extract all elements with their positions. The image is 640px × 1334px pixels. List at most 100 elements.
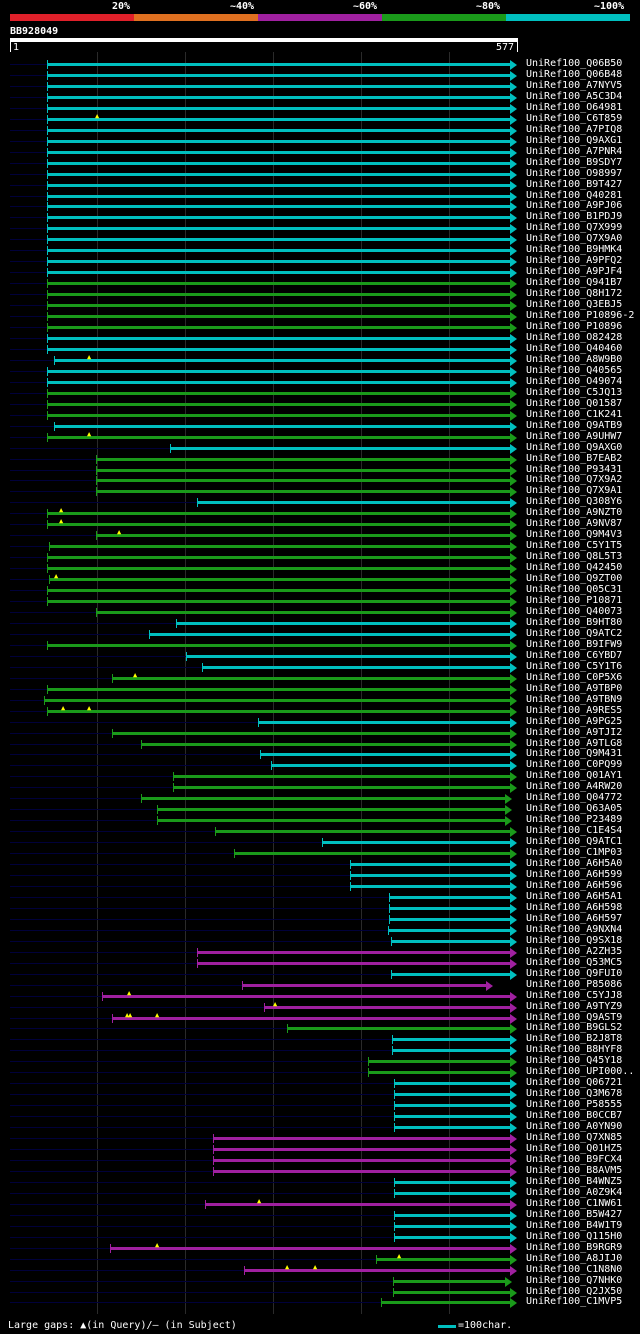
alignment-bar[interactable] [264, 1005, 510, 1009]
alignment-bar[interactable] [96, 457, 510, 461]
alignment-bar[interactable] [242, 983, 486, 987]
hit-row[interactable]: UniRef100_A9PJF4 [0, 266, 640, 279]
hit-row[interactable]: UniRef100_A6H5A0 [0, 858, 640, 871]
hit-label[interactable]: UniRef100_Q3M678 [526, 1088, 623, 1100]
hit-row[interactable]: UniRef100_C1MVP5 [0, 1296, 640, 1309]
hit-label[interactable]: UniRef100_B9SDY7 [526, 156, 623, 168]
hit-row[interactable]: UniRef100_Q04772 [0, 792, 640, 805]
hit-row[interactable]: ▲ ▲ ▲ UniRef100_Q9AST9 [0, 1011, 640, 1024]
hit-row[interactable]: ▲ UniRef100_A9NZT0 [0, 506, 640, 520]
alignment-bar[interactable] [47, 282, 510, 286]
hit-label[interactable]: UniRef100_C1N8N0 [526, 1263, 623, 1275]
alignment-bar[interactable] [394, 1235, 510, 1239]
hit-label[interactable]: UniRef100_Q2JX50 [526, 1285, 623, 1297]
hit-label[interactable]: UniRef100_B7EAB2 [526, 452, 623, 464]
hit-row[interactable]: UniRef100_B5W427 [0, 1208, 640, 1221]
alignment-bar[interactable] [112, 1016, 510, 1020]
alignment-bar[interactable] [47, 63, 510, 66]
hit-row[interactable]: UniRef100_Q01587 [0, 398, 640, 410]
hit-label[interactable]: UniRef100_A9NXN4 [526, 923, 623, 935]
hit-row[interactable]: UniRef100_Q40565 [0, 365, 640, 377]
alignment-bar[interactable] [141, 742, 510, 746]
alignment-bar[interactable] [47, 304, 510, 308]
hit-label[interactable]: UniRef100_B2J8T8 [526, 1033, 623, 1045]
hit-row[interactable]: UniRef100_Q9ATC2 [0, 628, 640, 640]
alignment-bar[interactable] [47, 600, 510, 604]
hit-label[interactable]: UniRef100_A9PFQ2 [526, 255, 623, 267]
hit-row[interactable]: UniRef100_B9HMK4 [0, 244, 640, 257]
hit-row[interactable]: UniRef100_Q7X9A1 [0, 485, 640, 498]
hit-label[interactable]: UniRef100_A9PJ06 [526, 200, 623, 212]
alignment-bar[interactable] [393, 1279, 505, 1283]
hit-label[interactable]: UniRef100_A0YN90 [526, 1121, 623, 1133]
hit-row[interactable]: UniRef100_Q9ATC1 [0, 836, 640, 849]
alignment-bar[interactable] [96, 611, 510, 614]
hit-label[interactable]: UniRef100_P10896-2 [526, 310, 635, 322]
hit-label[interactable]: UniRef100_C1K241 [526, 408, 623, 420]
alignment-bar[interactable] [102, 994, 510, 998]
hit-label[interactable]: UniRef100_C0PQ99 [526, 759, 623, 771]
hit-label[interactable]: UniRef100_A9TLG8 [526, 737, 623, 749]
hit-row[interactable]: UniRef100_Q06721 [0, 1077, 640, 1090]
alignment-bar[interactable] [170, 446, 510, 450]
hit-row[interactable]: UniRef100_C0PQ99 [0, 759, 640, 772]
hit-label[interactable]: UniRef100_Q941B7 [526, 277, 623, 289]
alignment-bar[interactable] [47, 106, 510, 110]
hit-row[interactable]: UniRef100_Q8L5T3 [0, 551, 640, 564]
hit-label[interactable]: UniRef100_Q01AY1 [526, 770, 623, 782]
hit-row[interactable]: UniRef100_A9PG25 [0, 716, 640, 728]
hit-label[interactable]: UniRef100_C1MVP5 [526, 1296, 623, 1308]
alignment-bar[interactable] [173, 786, 510, 790]
alignment-bar[interactable] [47, 238, 510, 242]
hit-row[interactable]: UniRef100_A7PIQ8 [0, 123, 640, 136]
alignment-bar[interactable] [47, 402, 510, 406]
hit-row[interactable]: UniRef100_B9IFW9 [0, 639, 640, 651]
alignment-bar[interactable] [47, 435, 510, 439]
hit-row[interactable]: UniRef100_A0Z9K4 [0, 1186, 640, 1199]
hit-row[interactable]: UniRef100_B9FCX4 [0, 1154, 640, 1166]
hit-label[interactable]: UniRef100_B5W427 [526, 1208, 623, 1220]
alignment-bar[interactable] [47, 205, 510, 209]
hit-label[interactable]: UniRef100_B9FCX4 [526, 1154, 623, 1165]
alignment-bar[interactable] [394, 1180, 510, 1184]
hit-row[interactable]: ▲ UniRef100_C1NW61 [0, 1197, 640, 1210]
alignment-bar[interactable] [213, 1159, 510, 1162]
hit-row[interactable]: UniRef100_A6H597 [0, 913, 640, 925]
hit-label[interactable]: UniRef100_Q40281 [526, 189, 623, 201]
hit-row[interactable]: UniRef100_B8HYF8 [0, 1044, 640, 1057]
alignment-bar[interactable] [49, 545, 510, 549]
hit-row[interactable]: UniRef100_Q9AXG1 [0, 135, 640, 147]
hit-label[interactable]: UniRef100_B0CCB7 [526, 1110, 623, 1122]
hit-row[interactable]: UniRef100_C1K241 [0, 408, 640, 421]
alignment-bar[interactable] [47, 249, 510, 253]
hit-row[interactable]: UniRef100_Q7X9A2 [0, 474, 640, 487]
hit-row[interactable]: UniRef100_Q42450 [0, 562, 640, 575]
alignment-bar[interactable] [96, 468, 510, 472]
alignment-bar[interactable] [350, 874, 510, 878]
hit-label[interactable]: UniRef100_A7NYV5 [526, 79, 623, 91]
hit-label[interactable]: UniRef100_B4WNZ5 [526, 1175, 623, 1187]
hit-label[interactable]: UniRef100_A9RES5 [526, 704, 623, 716]
hit-row[interactable]: UniRef100_C6YBD7 [0, 650, 640, 662]
hit-row[interactable]: UniRef100_A7PNR4 [0, 146, 640, 158]
hit-label[interactable]: UniRef100_A7PIQ8 [526, 123, 623, 135]
alignment-bar[interactable] [47, 216, 510, 220]
alignment-bar[interactable] [47, 413, 510, 417]
hit-label[interactable]: UniRef100_A0Z9K4 [526, 1186, 623, 1198]
hit-label[interactable]: UniRef100_P10871 [526, 595, 623, 607]
hit-row[interactable]: UniRef100_B9HT80 [0, 617, 640, 629]
hit-row[interactable]: UniRef100_B4WNZ5 [0, 1175, 640, 1188]
hit-label[interactable]: UniRef100_P93431 [526, 463, 623, 475]
alignment-bar[interactable] [391, 939, 510, 943]
hit-row[interactable]: UniRef100_Q7X999 [0, 222, 640, 235]
alignment-bar[interactable] [394, 1104, 510, 1108]
alignment-bar[interactable] [157, 808, 505, 812]
alignment-bar[interactable] [213, 1169, 510, 1173]
hit-label[interactable]: UniRef100_O49074 [526, 375, 623, 387]
alignment-bar[interactable] [47, 687, 510, 691]
hit-label[interactable]: UniRef100_A9NV87 [526, 518, 623, 530]
hit-row[interactable]: UniRef100_A5C3D4 [0, 91, 640, 103]
alignment-bar[interactable] [376, 1257, 510, 1261]
hit-row[interactable]: UniRef100_Q115H0 [0, 1231, 640, 1243]
alignment-bar[interactable] [47, 139, 510, 143]
